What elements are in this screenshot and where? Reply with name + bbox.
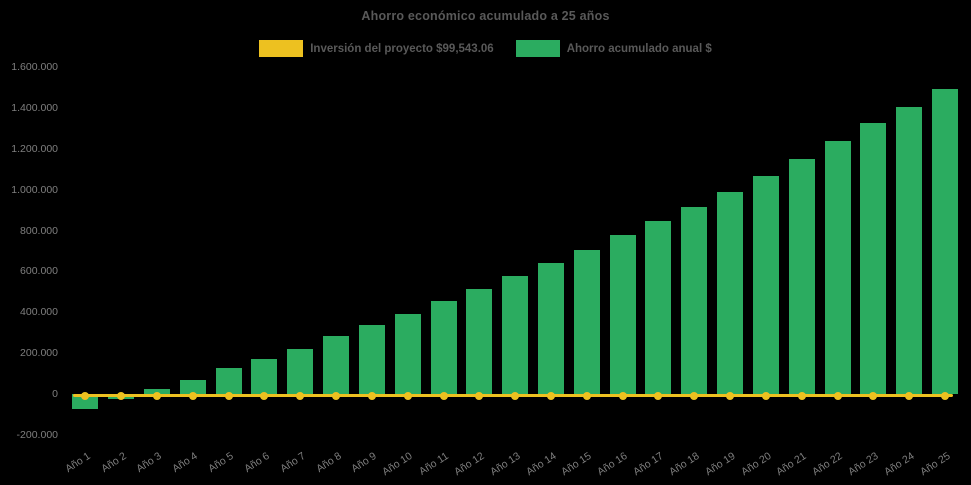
line-marker[interactable] (940, 391, 949, 400)
x-tick-label: Año 19 (702, 449, 738, 479)
bar-año-20[interactable] (752, 176, 779, 395)
chart-legend: Inversión del proyecto $99,543.06 Ahorro… (0, 40, 971, 57)
x-tick-label: Año 20 (738, 449, 774, 479)
bar-año-16[interactable] (609, 235, 636, 395)
x-tick-label: Año 7 (277, 449, 308, 475)
x-tick-label: Año 22 (810, 449, 845, 479)
y-tick-label: 0 (52, 387, 58, 400)
x-tick-label: Año 11 (416, 449, 451, 478)
line-marker[interactable] (582, 391, 591, 400)
line-marker[interactable] (296, 391, 305, 400)
x-tick-label: Año 18 (667, 449, 702, 479)
line-marker[interactable] (546, 391, 555, 400)
x-tick-label: Año 17 (631, 449, 666, 479)
line-marker[interactable] (654, 391, 663, 400)
bar-año-10[interactable] (394, 313, 421, 395)
line-marker[interactable] (869, 391, 878, 400)
x-tick-label: Año 13 (487, 449, 523, 479)
y-tick-label: 600.000 (20, 265, 58, 278)
line-marker[interactable] (475, 391, 484, 400)
y-tick-label: -200.000 (16, 428, 58, 441)
x-tick-label: Año 16 (595, 449, 630, 479)
line-marker[interactable] (188, 391, 197, 400)
bar-año-15[interactable] (573, 249, 600, 395)
line-marker[interactable] (511, 391, 520, 400)
x-tick-label: Año 12 (452, 449, 487, 479)
x-tick-label: Año 4 (170, 449, 201, 475)
bar-año-1[interactable] (72, 394, 99, 409)
bar-año-21[interactable] (788, 158, 815, 395)
bar-año-25[interactable] (931, 89, 958, 395)
legend-item-savings[interactable]: Ahorro acumulado anual $ (515, 40, 712, 57)
line-marker[interactable] (690, 391, 699, 400)
investment-legend-swatch (259, 40, 304, 57)
line-marker[interactable] (797, 391, 806, 400)
y-tick-label: 1.400.000 (11, 102, 58, 115)
bar-año-9[interactable] (358, 324, 385, 395)
x-tick-label: Año 3 (134, 449, 165, 475)
bar-año-11[interactable] (430, 301, 457, 395)
line-marker[interactable] (224, 391, 233, 400)
y-tick-label: 200.000 (20, 346, 58, 359)
line-marker[interactable] (152, 391, 161, 400)
chart-title: Ahorro económico acumulado a 25 años (361, 9, 610, 23)
bar-año-5[interactable] (215, 368, 242, 395)
x-tick-label: Año 25 (917, 449, 953, 479)
line-marker[interactable] (833, 391, 842, 400)
bar-año-7[interactable] (287, 349, 314, 395)
line-marker[interactable] (81, 391, 90, 400)
line-marker[interactable] (367, 391, 376, 400)
bar-año-18[interactable] (681, 206, 708, 395)
line-marker[interactable] (403, 391, 412, 400)
bar-año-8[interactable] (323, 336, 350, 395)
x-tick-label: Año 9 (349, 449, 380, 475)
y-tick-label: 1.200.000 (11, 142, 58, 155)
line-marker[interactable] (439, 391, 448, 400)
line-marker[interactable] (905, 391, 914, 400)
savings-legend-swatch (515, 40, 560, 57)
y-tick-label: 400.000 (20, 306, 58, 319)
y-tick-label: 800.000 (20, 224, 58, 237)
line-marker[interactable] (761, 391, 770, 400)
x-tick-label: Año 6 (242, 449, 272, 475)
line-marker[interactable] (332, 391, 341, 400)
bar-año-19[interactable] (717, 192, 744, 395)
bar-año-13[interactable] (502, 276, 529, 395)
y-tick-label: 1.600.000 (11, 61, 58, 74)
bar-año-14[interactable] (537, 263, 564, 395)
x-tick-label: Año 10 (380, 449, 415, 479)
bar-año-24[interactable] (896, 106, 923, 395)
bar-año-4[interactable] (179, 379, 206, 395)
line-marker[interactable] (117, 391, 126, 400)
x-tick-label: Año 21 (774, 449, 809, 479)
savings-legend-label: Ahorro acumulado anual $ (566, 42, 712, 55)
x-tick-label: Año 23 (846, 449, 881, 479)
x-tick-label: Año 2 (98, 449, 129, 475)
bar-año-6[interactable] (251, 359, 278, 395)
x-tick-label: Año 8 (313, 449, 344, 475)
investment-legend-label: Inversión del proyecto $99,543.06 (310, 42, 494, 55)
x-tick-label: Año 1 (63, 449, 93, 475)
bar-año-23[interactable] (860, 123, 887, 395)
x-tick-label: Año 24 (881, 449, 917, 479)
y-tick-label: 1.000.000 (11, 183, 58, 196)
line-marker[interactable] (726, 391, 735, 400)
x-tick-label: Año 15 (559, 449, 595, 479)
bar-año-17[interactable] (645, 221, 672, 395)
x-tick-label: Año 14 (523, 449, 559, 479)
legend-item-investment[interactable]: Inversión del proyecto $99,543.06 (259, 40, 494, 57)
x-tick-label: Año 5 (206, 449, 236, 475)
bar-año-12[interactable] (466, 289, 493, 395)
line-marker[interactable] (618, 391, 627, 400)
bar-año-22[interactable] (824, 141, 851, 395)
line-marker[interactable] (260, 391, 269, 400)
